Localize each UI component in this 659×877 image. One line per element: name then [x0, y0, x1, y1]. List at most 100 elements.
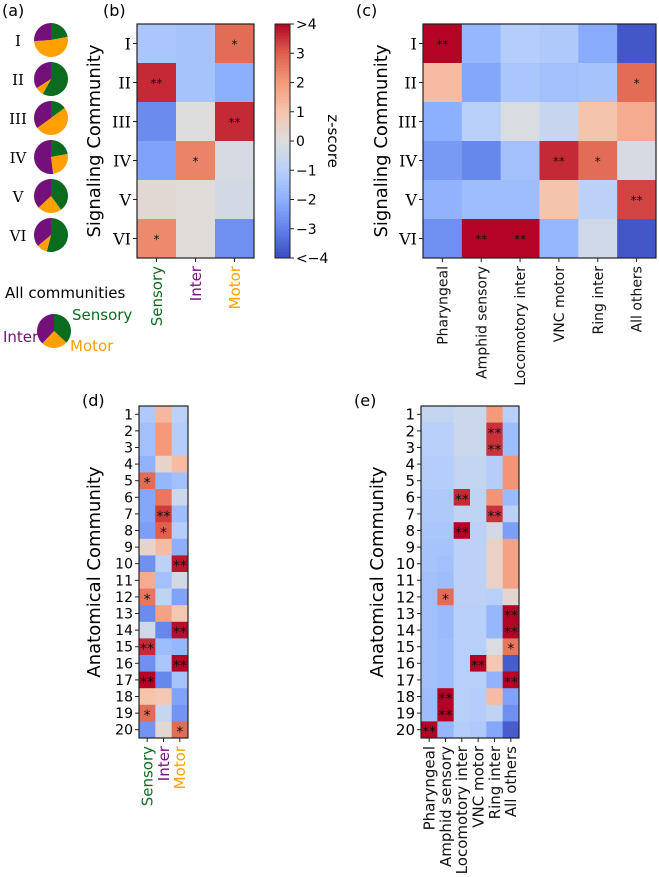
- y-tick-label: 4: [405, 456, 415, 474]
- heatmap-cell: [176, 141, 216, 181]
- heatmap-cell: [502, 671, 520, 689]
- colorbar-segment: [275, 123, 290, 127]
- y-tick-label: 12: [115, 590, 133, 606]
- heatmap-cell: [437, 439, 455, 457]
- colorbar-tick-label: <−4: [296, 251, 328, 267]
- heatmap-cell: [500, 141, 540, 181]
- significance-marker: **: [455, 526, 469, 542]
- heatmap-cell: [155, 439, 173, 457]
- pie-V-slice-sensory: [51, 179, 68, 210]
- colorbar-label: z-score: [324, 114, 342, 168]
- heatmap-cell: [171, 572, 189, 589]
- colorbar-segment: [275, 129, 290, 133]
- heatmap-cell: [139, 621, 156, 639]
- y-tick-label: 1: [405, 406, 415, 424]
- significance-marker: **: [140, 675, 154, 691]
- heatmap-cell: [470, 538, 487, 556]
- heatmap-cell: [486, 655, 504, 672]
- heatmap-cell: [171, 522, 189, 540]
- colorbar-segment: [275, 32, 290, 37]
- y-tick-label: 15: [396, 638, 415, 656]
- significance-marker: **: [471, 658, 485, 674]
- y-tick-label: IV: [399, 151, 417, 170]
- significance-marker: **: [140, 642, 154, 658]
- heatmap-cell: [486, 439, 504, 457]
- y-tick-label: 15: [115, 640, 133, 656]
- y-tick-label: V: [118, 190, 131, 209]
- panel-label-d: (d): [82, 391, 105, 410]
- colorbar-segment: [275, 240, 290, 244]
- colorbar-segment: [275, 167, 290, 171]
- y-tick-label: 19: [115, 706, 133, 722]
- heatmap-cell: [421, 522, 438, 540]
- y-tick-label: 8: [405, 522, 415, 540]
- pie-I-slice-sensory: [51, 23, 68, 40]
- pie-V-slice-motor: [38, 196, 61, 213]
- heatmap-cell: [155, 671, 173, 689]
- colorbar-segment: [275, 94, 290, 98]
- heatmap-cell: [139, 655, 156, 672]
- colorbar-segment: [275, 85, 290, 89]
- x-tick-label: VNC motor: [552, 266, 568, 343]
- heatmap-cell: [500, 219, 540, 259]
- summary-pie-slice-inter: [37, 314, 54, 344]
- heatmap-cell: [421, 555, 438, 573]
- heatmap-cell: [155, 472, 173, 490]
- heatmap-cell: [421, 489, 438, 506]
- colorbar-tick-label: −1: [296, 163, 317, 179]
- heatmap-cell: [470, 588, 487, 606]
- heatmap-cell: [539, 219, 579, 259]
- heatmap-cell: [137, 219, 177, 259]
- y-tick-label: 2: [405, 422, 415, 440]
- heatmap-cell: [139, 538, 156, 556]
- heatmap-cell: [437, 621, 455, 639]
- heatmap-cell: [617, 102, 657, 142]
- colorbar-segment: [275, 202, 290, 206]
- x-tick-label: VNC motor: [470, 745, 488, 828]
- heatmap-cell: [502, 572, 520, 589]
- y-tick-label: 9: [405, 539, 415, 557]
- heatmap-cell: [470, 655, 487, 672]
- heatmap-cell: [470, 621, 487, 639]
- y-tick-label: 1: [124, 407, 133, 423]
- x-tick-label: Pharyngeal: [435, 266, 451, 345]
- colorbar-segment: [275, 138, 290, 142]
- significance-marker: **: [514, 233, 526, 247]
- heatmap-cell: [171, 588, 189, 606]
- heatmap-cell: [421, 422, 438, 440]
- significance-marker: **: [455, 492, 469, 508]
- y-tick-label: 19: [396, 705, 415, 723]
- heatmap-cell: [139, 572, 156, 589]
- significance-marker: **: [436, 38, 448, 52]
- heatmap-cell: [437, 555, 455, 573]
- heatmap-cell: [139, 555, 156, 573]
- heatmap-cell: [453, 572, 471, 589]
- heatmap-cell: [155, 406, 173, 423]
- colorbar-segment: [275, 44, 290, 48]
- colorbar-segment: [275, 29, 290, 34]
- heatmap-cell: [502, 538, 520, 556]
- heatmap-cell: [486, 406, 504, 423]
- heatmap-cell: [139, 605, 156, 623]
- heatmap-cell: [470, 472, 487, 490]
- significance-marker: **: [553, 155, 565, 169]
- pie-III-slice-sensory: [51, 101, 65, 118]
- colorbar-segment: [275, 252, 290, 256]
- y-tick-label: 11: [396, 572, 415, 590]
- heatmap-cell: [171, 655, 189, 672]
- heatmap-cell: [453, 588, 471, 606]
- y-tick-label: I: [125, 34, 131, 53]
- significance-marker: **: [439, 708, 453, 724]
- significance-marker: *: [634, 77, 640, 91]
- heatmap-cell: [139, 721, 156, 739]
- colorbar-segment: [275, 59, 290, 63]
- heatmap-cell: [437, 721, 455, 739]
- heatmap-cell: [486, 472, 504, 490]
- significance-marker: *: [144, 592, 151, 608]
- colorbar-segment: [275, 184, 290, 189]
- heatmap-cell: [502, 621, 520, 639]
- heatmap-cell: [137, 102, 177, 142]
- heatmap-cell: [578, 24, 618, 64]
